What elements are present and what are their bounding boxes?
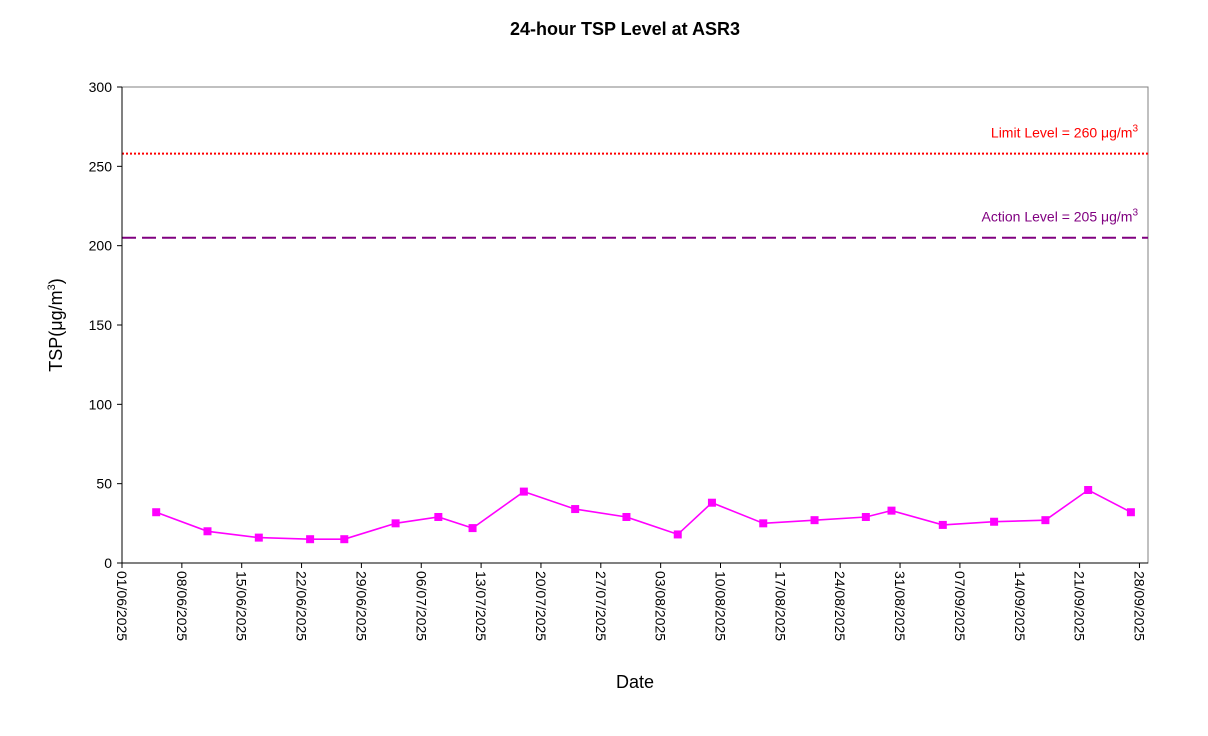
tsp-data-point [707, 498, 716, 507]
tsp-data-point [434, 512, 443, 521]
x-tick-label: 22/06/2025 [294, 571, 310, 641]
tsp-data-point [519, 487, 528, 496]
tsp-data-point [861, 512, 870, 521]
x-tick-label: 27/07/2025 [593, 571, 609, 641]
x-tick-label: 01/06/2025 [114, 571, 130, 641]
tsp-data-point [468, 524, 477, 533]
x-tick-label: 21/09/2025 [1072, 571, 1088, 641]
y-tick-label: 250 [89, 158, 113, 174]
tsp-data-point [673, 530, 682, 539]
tsp-data-point [1041, 516, 1050, 525]
x-tick-label: 15/06/2025 [234, 571, 250, 641]
action-level-label: Action Level = 205 μg/m3 [982, 208, 1139, 225]
tsp-data-point [810, 516, 819, 525]
x-tick-label: 10/08/2025 [713, 571, 729, 641]
y-tick-label: 100 [89, 396, 113, 412]
x-tick-label: 20/07/2025 [533, 571, 549, 641]
tsp-series-line [155, 489, 1132, 541]
x-tick-label: 08/06/2025 [174, 571, 190, 641]
tsp-data-point [1084, 486, 1093, 495]
tsp-data-point [306, 535, 315, 544]
x-tick-label: 31/08/2025 [892, 571, 908, 641]
tsp-data-point [254, 533, 263, 542]
chart-title: 24-hour TSP Level at ASR3 [510, 19, 740, 39]
tsp-data-point [152, 508, 161, 517]
y-tick-label: 300 [89, 79, 113, 95]
y-tick-label: 50 [96, 476, 112, 492]
x-tick-label: 07/09/2025 [952, 571, 968, 641]
plot-area [121, 86, 1149, 564]
tsp-data-point [622, 512, 631, 521]
tsp-data-point [571, 505, 580, 514]
x-tick-label: 03/08/2025 [653, 571, 669, 641]
x-tick-label: 13/07/2025 [473, 571, 489, 641]
y-axis-label: TSP(μg/m3) [46, 278, 66, 372]
y-tick-label: 200 [89, 238, 113, 254]
limit-level-label: Limit Level = 260 μg/m3 [991, 124, 1139, 141]
tsp-data-point [990, 517, 999, 526]
tsp-data-point [887, 506, 896, 515]
x-tick-label: 14/09/2025 [1012, 571, 1028, 641]
x-tick-label: 29/06/2025 [353, 571, 369, 641]
tsp-data-point [203, 527, 212, 536]
tsp-data-point [759, 519, 768, 528]
tsp-data-point [340, 535, 349, 544]
x-tick-label: 28/09/2025 [1131, 571, 1147, 641]
y-tick-label: 150 [89, 317, 113, 333]
x-tick-label: 24/08/2025 [832, 571, 848, 641]
x-tick-label: 06/07/2025 [413, 571, 429, 641]
tsp-data-point [1126, 508, 1135, 517]
x-axis-label: Date [616, 672, 654, 692]
x-tick-label: 17/08/2025 [772, 571, 788, 641]
tsp-data-point [938, 520, 947, 529]
y-tick-label: 0 [104, 555, 112, 571]
tsp-data-point [391, 519, 400, 528]
